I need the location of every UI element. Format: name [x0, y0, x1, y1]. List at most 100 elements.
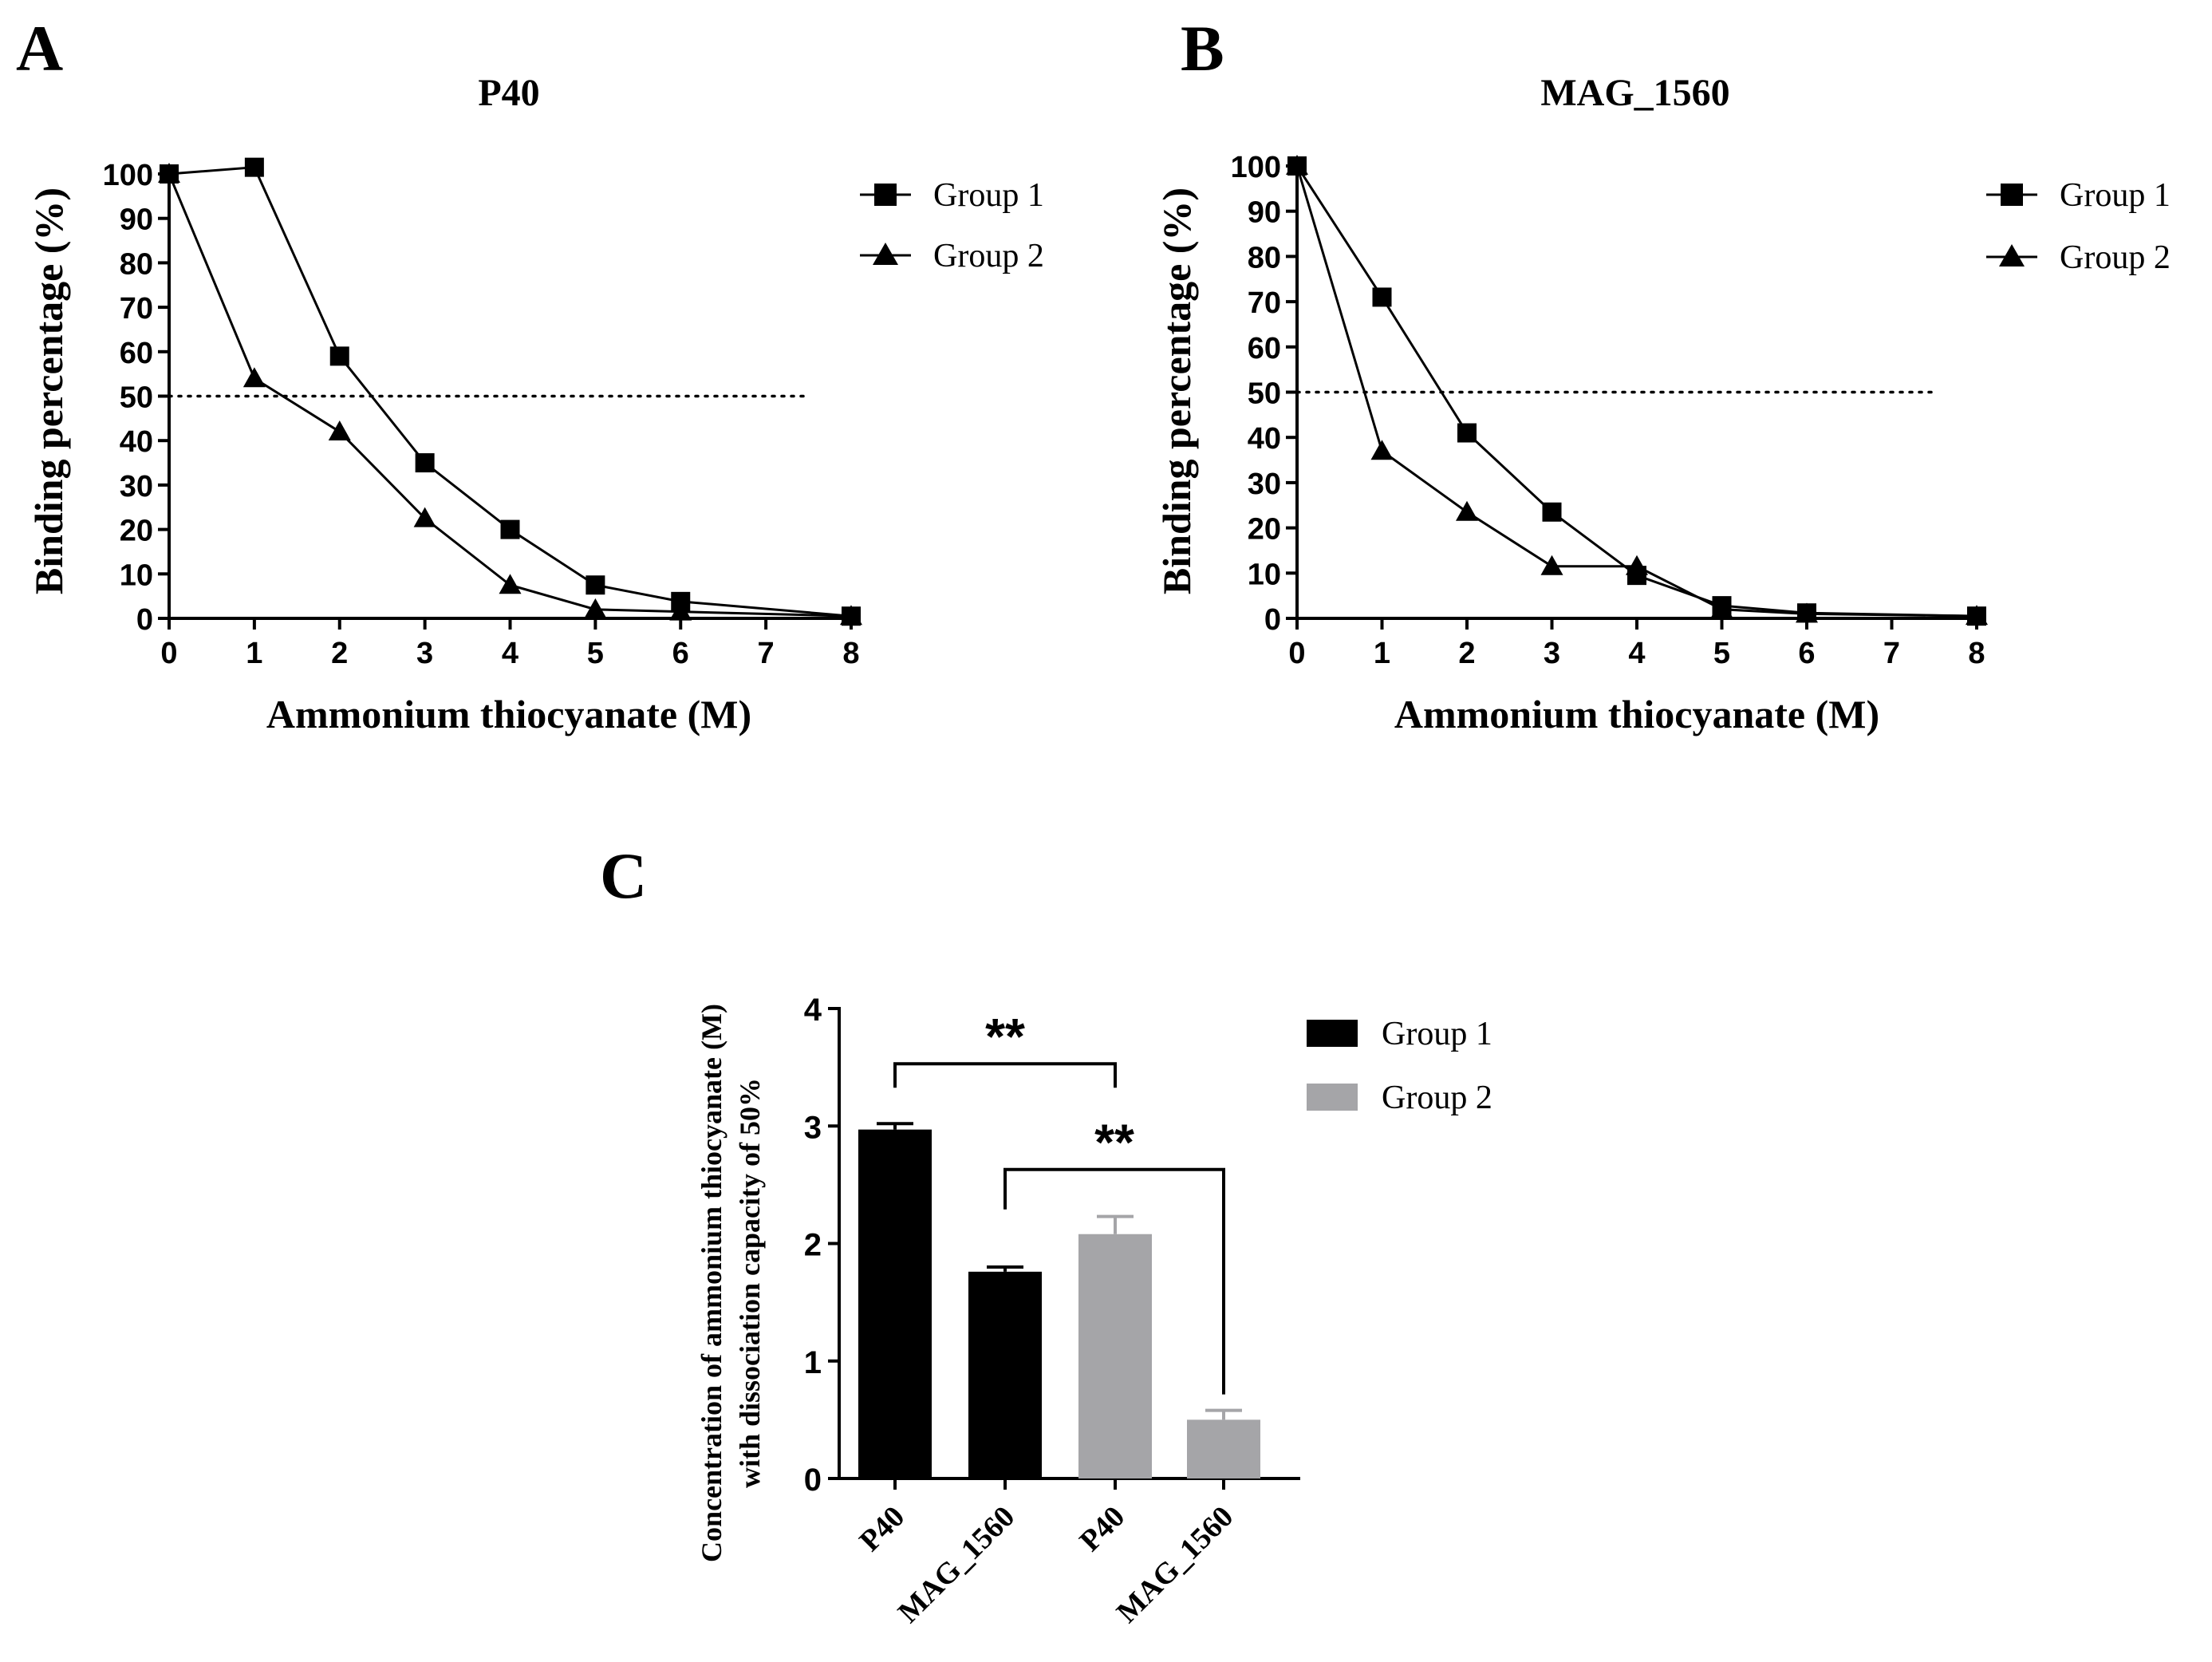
y-tick-label: 20	[120, 515, 153, 548]
panel-a: A P40 0 10 20 30 40 50 60 70 80 90 100 0 1 2 3 4 5 6 7 8 Am…	[16, 12, 1044, 736]
bar-p40-group-2	[1078, 1234, 1152, 1478]
legend-swatch-group-1	[1307, 1020, 1358, 1047]
data-point-group-2	[584, 598, 607, 618]
y-tick-label: 0	[804, 1463, 822, 1498]
x-tick-label: 2	[331, 637, 348, 670]
data-point-group-2	[328, 420, 351, 441]
data-point-group-2	[669, 600, 692, 621]
x-tick-label: 8	[842, 637, 859, 670]
panel-a-title: P40	[478, 72, 539, 114]
y-tick-label: 20	[1248, 513, 1281, 547]
x-tick-label: 6	[1798, 637, 1815, 670]
panel-b-title: MAG_1560	[1540, 72, 1729, 114]
data-point-group-1	[1372, 287, 1392, 307]
series-line-group-2	[1295, 165, 1977, 618]
x-tick-label: 1	[1374, 637, 1390, 670]
x-tick-label: 3	[1544, 637, 1560, 670]
y-tick-label: 70	[1248, 286, 1281, 320]
y-tick-label: 3	[804, 1110, 822, 1145]
panel-a-x-axis-label: Ammonium thiocyanate (M)	[266, 692, 751, 736]
data-point-group-2	[242, 367, 266, 388]
panel-b-legend: Group 1 Group 2	[1986, 177, 2171, 276]
panel-b-legend-group-1: Group 1	[2060, 177, 2171, 214]
data-point-group-2	[1626, 555, 1648, 575]
bar-mag-1560-group-1	[968, 1271, 1042, 1478]
y-tick-label: 0	[136, 603, 153, 637]
data-point-group-1	[500, 519, 520, 539]
data-point-group-1	[329, 346, 349, 366]
panel-a-plot-area: 0 10 20 30 40 50 60 70 80 90 100 0 1 2 3 4 5 6 7 8	[103, 157, 862, 670]
y-tick-label: 30	[120, 470, 153, 503]
legend-triangle-marker	[1999, 244, 2025, 266]
data-point-group-1	[244, 157, 264, 177]
panel-c-label: C	[600, 839, 647, 912]
significance-marker: **	[985, 1008, 1025, 1065]
x-tick-label: 4	[1628, 637, 1645, 670]
panel-c-legend-group-1: Group 1	[1382, 1016, 1492, 1052]
y-tick-label: 50	[120, 381, 153, 415]
y-tick-label: 2	[804, 1228, 822, 1263]
significance-bracket	[893, 1062, 1117, 1088]
x-tick-label: 0	[160, 637, 177, 670]
x-tick-label: 7	[758, 637, 775, 670]
y-tick-label: 4	[804, 993, 822, 1028]
y-tick-label: 10	[120, 559, 153, 592]
legend-triangle-marker	[873, 243, 898, 265]
data-point-group-2	[840, 605, 862, 626]
panel-a-y-axis-label: Binding percentage (%)	[26, 188, 71, 594]
y-tick-label: 100	[103, 159, 153, 192]
data-point-group-2	[1540, 555, 1563, 575]
bar-mag-1560-group-2	[1187, 1419, 1260, 1478]
x-tick-label: 4	[502, 637, 518, 670]
series-line-group-2	[168, 173, 852, 618]
x-tick-label: 5	[587, 637, 604, 670]
legend-swatch-group-2	[1307, 1084, 1358, 1111]
legend-square-marker	[2001, 184, 2023, 206]
x-tick-label: 1	[246, 637, 262, 670]
panel-b: B MAG_1560 0 10 20 30 40 50 60 70 80 90 100 0 1 2 3 4 5 6…	[1154, 12, 2171, 736]
bar-p40-group-1	[858, 1129, 932, 1478]
y-tick-label: 0	[1264, 603, 1281, 637]
data-point-group-2	[499, 574, 522, 594]
y-tick-label: 30	[1248, 468, 1281, 501]
panel-c-y-axis-label-line-1: Concentration of ammonium thiocyanate (M…	[696, 1004, 727, 1562]
panel-a-legend: Group 1 Group 2	[860, 177, 1044, 274]
series-line-group-1	[1295, 165, 1977, 618]
data-point-group-1	[1542, 502, 1562, 522]
data-point-group-2	[1370, 440, 1394, 460]
y-tick-label: 40	[1248, 422, 1281, 456]
x-tick-label: 0	[1288, 637, 1305, 670]
panel-a-legend-group-2: Group 2	[933, 238, 1044, 274]
data-point-group-2	[158, 163, 180, 183]
panel-b-legend-group-2: Group 2	[2060, 239, 2171, 276]
panel-c-legend-group-2: Group 2	[1382, 1080, 1492, 1116]
y-tick-label: 50	[1248, 377, 1281, 411]
y-tick-label: 1	[804, 1345, 822, 1380]
data-point-group-2	[1456, 500, 1478, 521]
y-tick-label: 60	[120, 337, 153, 370]
panel-c-legend: Group 1 Group 2	[1307, 1016, 1492, 1116]
x-tick-label: 7	[1883, 637, 1900, 670]
x-tick-label: 8	[1968, 637, 1985, 670]
panel-c-y-axis-label-line-2: with dissociation capacity of 50%	[734, 1078, 766, 1488]
significance-marker: **	[1094, 1114, 1134, 1171]
y-tick-label: 90	[1248, 196, 1281, 230]
panel-a-legend-group-1: Group 1	[933, 177, 1044, 214]
y-tick-label: 80	[120, 247, 153, 281]
y-tick-label: 60	[1248, 332, 1281, 365]
y-tick-label: 80	[1248, 241, 1281, 274]
data-point-group-2	[1966, 605, 1988, 626]
y-tick-label: 70	[120, 292, 153, 326]
panel-b-label: B	[1181, 12, 1224, 85]
panel-b-x-axis-label: Ammonium thiocyanate (M)	[1394, 692, 1879, 736]
data-point-group-2	[1286, 155, 1308, 175]
panel-b-plot-area: 0 10 20 30 40 50 60 70 80 90 100 0 1 2 3 4 5 6 7 8	[1231, 151, 1988, 670]
series-line-group-1	[168, 166, 852, 618]
x-tick-label: 5	[1713, 637, 1730, 670]
y-tick-label: 90	[120, 203, 153, 237]
data-point-group-2	[413, 507, 436, 527]
y-tick-label: 100	[1231, 151, 1281, 184]
data-point-group-1	[586, 575, 605, 595]
x-tick-label: 6	[672, 637, 689, 670]
